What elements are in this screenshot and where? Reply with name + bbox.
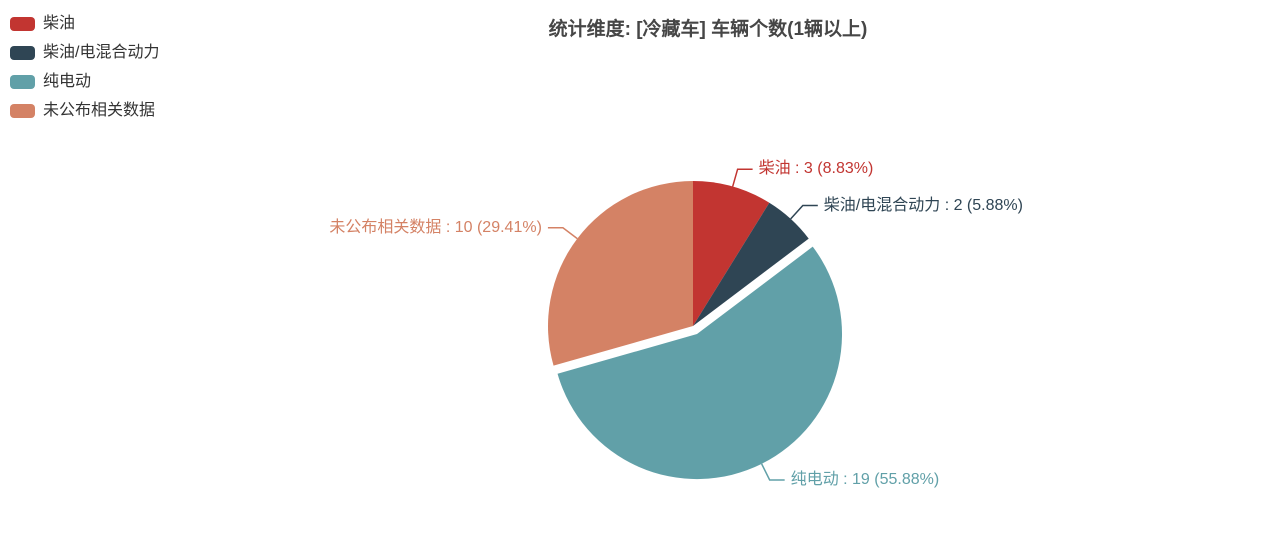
slice-label: 未公布相关数据 : 10 (29.41%) (329, 218, 542, 236)
slice-label: 柴油 : 3 (8.83%) (758, 160, 874, 178)
legend-item[interactable]: 柴油/电混合动力 (10, 44, 159, 62)
pie-slice[interactable] (693, 202, 809, 326)
label-leader-line (731, 168, 753, 187)
legend-swatch (10, 104, 35, 118)
legend-label: 柴油 (43, 15, 76, 32)
label-leader-line (547, 227, 578, 240)
pie-slice[interactable] (693, 181, 770, 326)
legend-swatch (10, 46, 35, 60)
chart-title: 统计维度: [冷藏车] 车辆个数(1辆以上) (548, 19, 868, 40)
legend: 柴油柴油/电混合动力 纯电动未公布相关数据 (10, 15, 159, 131)
legend-label: 未公布相关数据 (43, 102, 156, 119)
label-leader-line (760, 463, 785, 481)
legend-item[interactable]: 纯电动 (10, 73, 159, 91)
pie-slice[interactable] (548, 181, 693, 366)
legend-swatch (10, 75, 35, 89)
slice-label: 纯电动 : 19 (55.88%) (790, 471, 940, 488)
legend-label: 柴油/电混合动力 (43, 44, 160, 61)
pie-slice[interactable] (557, 246, 843, 480)
legend-item[interactable]: 未公布相关数据 (10, 102, 159, 120)
legend-item[interactable]: 柴油 (10, 15, 159, 33)
slice-label: 柴油/电混合动力 : 2 (5.88%) (823, 196, 1023, 214)
label-leader-line (790, 204, 818, 220)
legend-swatch (10, 17, 35, 31)
legend-label: 纯电动 (43, 73, 92, 90)
